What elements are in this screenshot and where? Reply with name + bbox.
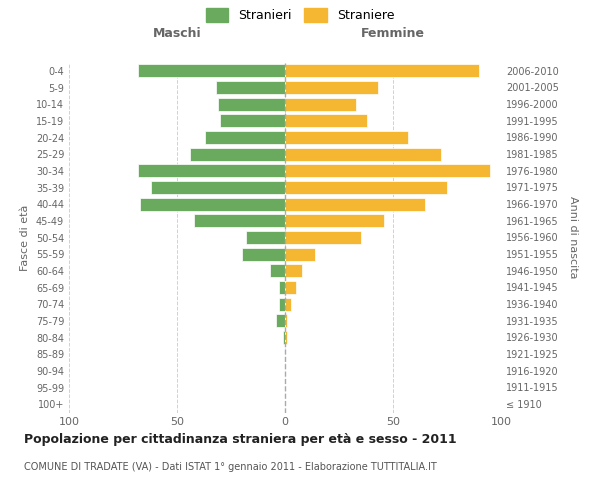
Bar — [218, 98, 285, 110]
Bar — [216, 81, 285, 94]
Bar — [285, 98, 356, 110]
Bar — [278, 281, 285, 294]
Bar — [220, 114, 285, 128]
Bar — [285, 298, 292, 310]
Bar — [285, 248, 315, 260]
Y-axis label: Anni di nascita: Anni di nascita — [568, 196, 578, 278]
Bar — [190, 148, 285, 160]
Bar — [285, 264, 302, 278]
Bar — [194, 214, 285, 228]
Bar — [151, 181, 285, 194]
Bar — [285, 314, 287, 328]
Bar — [277, 314, 285, 328]
Legend: Stranieri, Straniere: Stranieri, Straniere — [201, 2, 399, 27]
Text: Popolazione per cittadinanza straniera per età e sesso - 2011: Popolazione per cittadinanza straniera p… — [24, 432, 457, 446]
Bar — [285, 131, 408, 144]
Bar — [285, 281, 296, 294]
Bar — [283, 331, 285, 344]
Bar — [285, 64, 479, 78]
Bar — [278, 298, 285, 310]
Text: COMUNE DI TRADATE (VA) - Dati ISTAT 1° gennaio 2011 - Elaborazione TUTTITALIA.IT: COMUNE DI TRADATE (VA) - Dati ISTAT 1° g… — [24, 462, 437, 472]
Bar — [285, 114, 367, 128]
Bar — [285, 214, 385, 228]
Bar — [285, 181, 447, 194]
Bar — [285, 331, 287, 344]
Bar — [285, 164, 490, 177]
Text: Maschi: Maschi — [152, 27, 202, 40]
Bar — [285, 231, 361, 244]
Text: Femmine: Femmine — [361, 27, 425, 40]
Bar — [285, 81, 378, 94]
Bar — [138, 64, 285, 78]
Bar — [242, 248, 285, 260]
Bar — [205, 131, 285, 144]
Bar — [246, 231, 285, 244]
Bar — [285, 148, 440, 160]
Bar — [270, 264, 285, 278]
Y-axis label: Fasce di età: Fasce di età — [20, 204, 30, 270]
Bar — [138, 164, 285, 177]
Bar — [140, 198, 285, 210]
Bar — [285, 198, 425, 210]
